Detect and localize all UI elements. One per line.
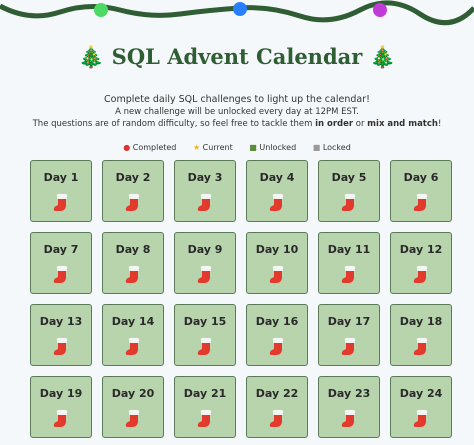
intro-line: A new challenge will be unlocked every d… [115, 107, 359, 117]
stocking-icon [341, 338, 355, 355]
stocking-icon [197, 410, 211, 427]
day-label: Day 17 [327, 315, 371, 328]
day-label: Day 5 [331, 171, 367, 184]
day-label: Day 21 [183, 387, 227, 400]
stocking-icon [269, 194, 283, 211]
day-tile[interactable]: Day 10 [246, 232, 308, 294]
stocking-icon [413, 410, 427, 427]
day-tile[interactable]: Day 15 [174, 304, 236, 366]
day-tile[interactable]: Day 22 [246, 376, 308, 438]
day-label: Day 1 [43, 171, 79, 184]
stocking-icon [269, 410, 283, 427]
stocking-icon [413, 266, 427, 283]
day-tile[interactable]: Day 11 [318, 232, 380, 294]
title-row: 🎄 SQL Advent Calendar 🎄 [78, 44, 396, 69]
stocking-icon [53, 194, 67, 211]
stocking-icon [269, 338, 283, 355]
day-tile[interactable]: Day 23 [318, 376, 380, 438]
day-label: Day 12 [399, 243, 443, 256]
stocking-icon [341, 410, 355, 427]
day-label: Day 3 [187, 171, 223, 184]
day-label: Day 6 [403, 171, 439, 184]
day-label: Day 4 [259, 171, 295, 184]
day-label: Day 16 [255, 315, 299, 328]
day-tile[interactable]: Day 3 [174, 160, 236, 222]
stocking-icon [125, 410, 139, 427]
stocking-icon [269, 266, 283, 283]
day-label: Day 15 [183, 315, 227, 328]
legend-label: Unlocked [259, 143, 297, 152]
legend-item: ★ Current [192, 143, 233, 152]
day-tile[interactable]: Day 13 [30, 304, 92, 366]
day-tile[interactable]: Day 12 [390, 232, 452, 294]
note-text: The questions are of random difficulty, … [32, 119, 316, 129]
legend: ● Completed ★ Current ■ Unlocked ■ Locke… [0, 143, 474, 152]
day-label: Day 8 [115, 243, 151, 256]
day-tile[interactable]: Day 24 [390, 376, 452, 438]
garland [0, 0, 474, 26]
stocking-icon [125, 266, 139, 283]
legend-label: Current [202, 143, 233, 152]
day-label: Day 24 [399, 387, 443, 400]
day-label: Day 10 [255, 243, 299, 256]
day-tile[interactable]: Day 14 [102, 304, 164, 366]
day-tile[interactable]: Day 7 [30, 232, 92, 294]
day-label: Day 19 [39, 387, 83, 400]
day-tile[interactable]: Day 1 [30, 160, 92, 222]
day-label: Day 20 [111, 387, 155, 400]
note: The questions are of random difficulty, … [0, 119, 474, 129]
day-label: Day 23 [327, 387, 371, 400]
note-bold: mix and match [367, 119, 438, 129]
stocking-icon [53, 338, 67, 355]
day-tile[interactable]: Day 19 [30, 376, 92, 438]
day-tile[interactable]: Day 20 [102, 376, 164, 438]
day-tile[interactable]: Day 5 [318, 160, 380, 222]
day-tile[interactable]: Day 18 [390, 304, 452, 366]
day-tile[interactable]: Day 17 [318, 304, 380, 366]
note-text: ! [437, 119, 442, 129]
note-bold: in order [315, 119, 354, 129]
legend-label: Completed [132, 143, 177, 152]
day-label: Day 13 [39, 315, 83, 328]
day-tile[interactable]: Day 8 [102, 232, 164, 294]
day-tile[interactable]: Day 6 [390, 160, 452, 222]
day-label: Day 14 [111, 315, 155, 328]
day-tile[interactable]: Day 4 [246, 160, 308, 222]
stocking-icon [53, 410, 67, 427]
day-label: Day 9 [187, 243, 223, 256]
legend-item: ■ Locked [312, 143, 351, 152]
intro-line: Complete daily SQL challenges to light u… [104, 94, 370, 105]
stocking-icon [341, 194, 355, 211]
stocking-icon [197, 194, 211, 211]
note-text: or [353, 119, 368, 129]
stocking-icon [125, 194, 139, 211]
legend-label: Locked [322, 143, 351, 152]
title: SQL Advent Calendar [111, 44, 363, 69]
legend-item: ● Completed [123, 143, 177, 152]
day-label: Day 7 [43, 243, 79, 256]
day-tile[interactable]: Day 9 [174, 232, 236, 294]
day-label: Day 18 [399, 315, 443, 328]
stocking-icon [413, 338, 427, 355]
stocking-icon [125, 338, 139, 355]
day-tile[interactable]: Day 16 [246, 304, 308, 366]
stocking-icon [53, 266, 67, 283]
stocking-icon [197, 338, 211, 355]
stocking-icon [197, 266, 211, 283]
day-label: Day 11 [327, 243, 371, 256]
stocking-icon [341, 266, 355, 283]
day-label: Day 22 [255, 387, 299, 400]
day-label: Day 2 [115, 171, 151, 184]
stocking-icon [413, 194, 427, 211]
day-tile[interactable]: Day 21 [174, 376, 236, 438]
legend-item: ■ Unlocked [249, 143, 297, 152]
day-tile[interactable]: Day 2 [102, 160, 164, 222]
